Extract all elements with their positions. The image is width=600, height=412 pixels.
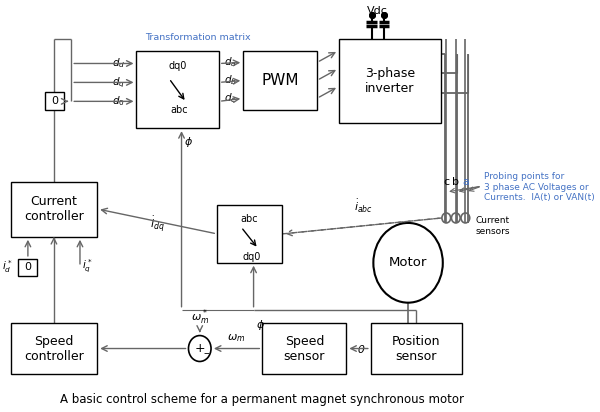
Bar bbox=[11, 182, 97, 237]
Bar bbox=[45, 92, 64, 110]
Bar bbox=[136, 51, 219, 128]
Text: Transformation matrix: Transformation matrix bbox=[145, 33, 251, 42]
Text: $d_b$: $d_b$ bbox=[224, 73, 237, 87]
Bar bbox=[19, 259, 37, 276]
Text: $\omega_m$: $\omega_m$ bbox=[227, 332, 245, 344]
Bar bbox=[217, 205, 282, 263]
Text: PWM: PWM bbox=[261, 73, 299, 88]
Text: +: + bbox=[194, 342, 205, 355]
Text: $\phi$: $\phi$ bbox=[256, 318, 265, 332]
Text: 3-phase
inverter: 3-phase inverter bbox=[365, 67, 415, 95]
Bar bbox=[338, 39, 441, 123]
Text: a: a bbox=[462, 177, 469, 187]
Text: Motor: Motor bbox=[389, 256, 427, 269]
Text: 0: 0 bbox=[25, 262, 31, 272]
Bar bbox=[371, 323, 462, 375]
Text: –: – bbox=[203, 349, 209, 358]
Text: Probing points for
3 phase AC Voltages or
Currents.  IA(t) or VAN(t): Probing points for 3 phase AC Voltages o… bbox=[484, 172, 595, 202]
Text: $d_d$: $d_d$ bbox=[112, 56, 125, 70]
Text: $d_c$: $d_c$ bbox=[224, 91, 236, 105]
Text: c: c bbox=[443, 177, 449, 187]
Bar bbox=[262, 323, 346, 375]
Text: Speed
controller: Speed controller bbox=[24, 335, 84, 363]
Text: $i_q^*$: $i_q^*$ bbox=[82, 258, 92, 276]
Text: A basic control scheme for a permanent magnet synchronous motor: A basic control scheme for a permanent m… bbox=[60, 393, 464, 406]
Text: Current
controller: Current controller bbox=[24, 195, 84, 223]
Text: Position
sensor: Position sensor bbox=[392, 335, 440, 363]
Bar bbox=[11, 323, 97, 375]
Text: $d_q$: $d_q$ bbox=[112, 75, 125, 90]
Text: dq0: dq0 bbox=[169, 61, 187, 71]
Text: b: b bbox=[452, 177, 460, 187]
Text: $\theta$: $\theta$ bbox=[357, 342, 365, 354]
Text: $i_d^*$: $i_d^*$ bbox=[2, 258, 12, 275]
Text: abc: abc bbox=[170, 105, 188, 115]
Text: $d_0$: $d_0$ bbox=[112, 94, 125, 108]
Text: $d_a$: $d_a$ bbox=[224, 56, 236, 69]
Text: $\omega_m^*$: $\omega_m^*$ bbox=[191, 308, 209, 328]
Bar bbox=[243, 51, 317, 110]
Text: Current
sensors: Current sensors bbox=[476, 216, 510, 236]
Text: Speed
sensor: Speed sensor bbox=[284, 335, 325, 363]
Text: Vdc: Vdc bbox=[367, 6, 388, 16]
Text: $\dot{i}_{dq}$: $\dot{i}_{dq}$ bbox=[150, 214, 164, 234]
Text: abc: abc bbox=[241, 214, 259, 224]
Text: $\dot{i}_{abc}$: $\dot{i}_{abc}$ bbox=[354, 197, 373, 215]
Text: 0: 0 bbox=[52, 96, 58, 106]
Text: dq0: dq0 bbox=[242, 252, 260, 262]
Text: $\phi$: $\phi$ bbox=[184, 135, 193, 149]
